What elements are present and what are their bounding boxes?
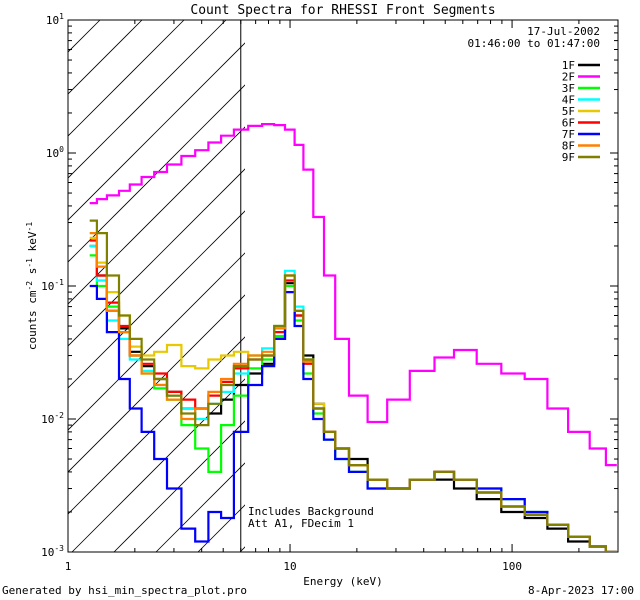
series-2F bbox=[89, 123, 617, 467]
footer-generated-by: Generated by hsi_min_spectra_plot.pro bbox=[2, 584, 248, 597]
plot-frame bbox=[67, 19, 619, 553]
hatch-line-3 bbox=[68, 20, 227, 179]
annotation-attenuator: Att A1, FDecim 1 bbox=[248, 517, 354, 530]
x-tick-label-2: 100 bbox=[502, 560, 522, 573]
legend-label-4F: 4F bbox=[562, 94, 575, 107]
y-tick-label-4: 101 bbox=[46, 12, 64, 27]
y-tick-label-2: 10-1 bbox=[41, 278, 64, 293]
legend-label-6F: 6F bbox=[562, 117, 575, 130]
y-tick-labels: 10-3 10-2 10-1 100 101 bbox=[41, 12, 64, 559]
excluded-energy-hatch bbox=[68, 20, 245, 552]
hatch-line-2 bbox=[68, 20, 185, 137]
chart-title: Count Spectra for RHESSI Front Segments bbox=[190, 3, 495, 18]
x-tick-labels: 1 10 100 bbox=[65, 560, 522, 573]
hatch-line-11 bbox=[68, 336, 245, 515]
annotation-background: Includes Background bbox=[248, 505, 374, 518]
date-label: 17-Jul-2002 bbox=[527, 25, 600, 38]
footer-timestamp: 8-Apr-2023 17:00 bbox=[528, 584, 634, 597]
hatch-line-14 bbox=[155, 462, 245, 552]
x-axis-label: Energy (keV) bbox=[303, 575, 382, 588]
legend-label-3F: 3F bbox=[562, 82, 575, 95]
axis-ticks bbox=[67, 19, 619, 553]
hatch-line-12 bbox=[71, 378, 245, 552]
series-lines bbox=[89, 123, 617, 552]
legend-label-8F: 8F bbox=[562, 140, 575, 153]
hatch-line-4 bbox=[68, 42, 245, 221]
series-9F bbox=[89, 219, 617, 552]
y-tick-label-0: 10-3 bbox=[41, 544, 64, 559]
legend-label-9F: 9F bbox=[562, 151, 575, 164]
time-range-label: 01:46:00 to 01:47:00 bbox=[468, 37, 600, 50]
hatch-line-10 bbox=[68, 294, 245, 473]
x-tick-label-1: 10 bbox=[283, 560, 296, 573]
y-axis-label: counts cm-2 s-1 keV-1 bbox=[25, 222, 39, 350]
legend-label-2F: 2F bbox=[562, 71, 575, 84]
hatch-line-9 bbox=[68, 252, 245, 431]
hatch-line-7 bbox=[68, 168, 245, 347]
hatch-line-5 bbox=[68, 84, 245, 263]
hatch-line-6 bbox=[68, 126, 245, 305]
legend-label-7F: 7F bbox=[562, 128, 575, 141]
y-tick-label-3: 100 bbox=[46, 145, 64, 160]
legend-label-1F: 1F bbox=[562, 59, 575, 72]
hatch-line-13 bbox=[113, 420, 245, 552]
y-tick-label-1: 10-2 bbox=[41, 411, 64, 426]
x-tick-label-0: 1 bbox=[65, 560, 72, 573]
legend-label-5F: 5F bbox=[562, 105, 575, 118]
hatch-line-8 bbox=[68, 210, 245, 389]
